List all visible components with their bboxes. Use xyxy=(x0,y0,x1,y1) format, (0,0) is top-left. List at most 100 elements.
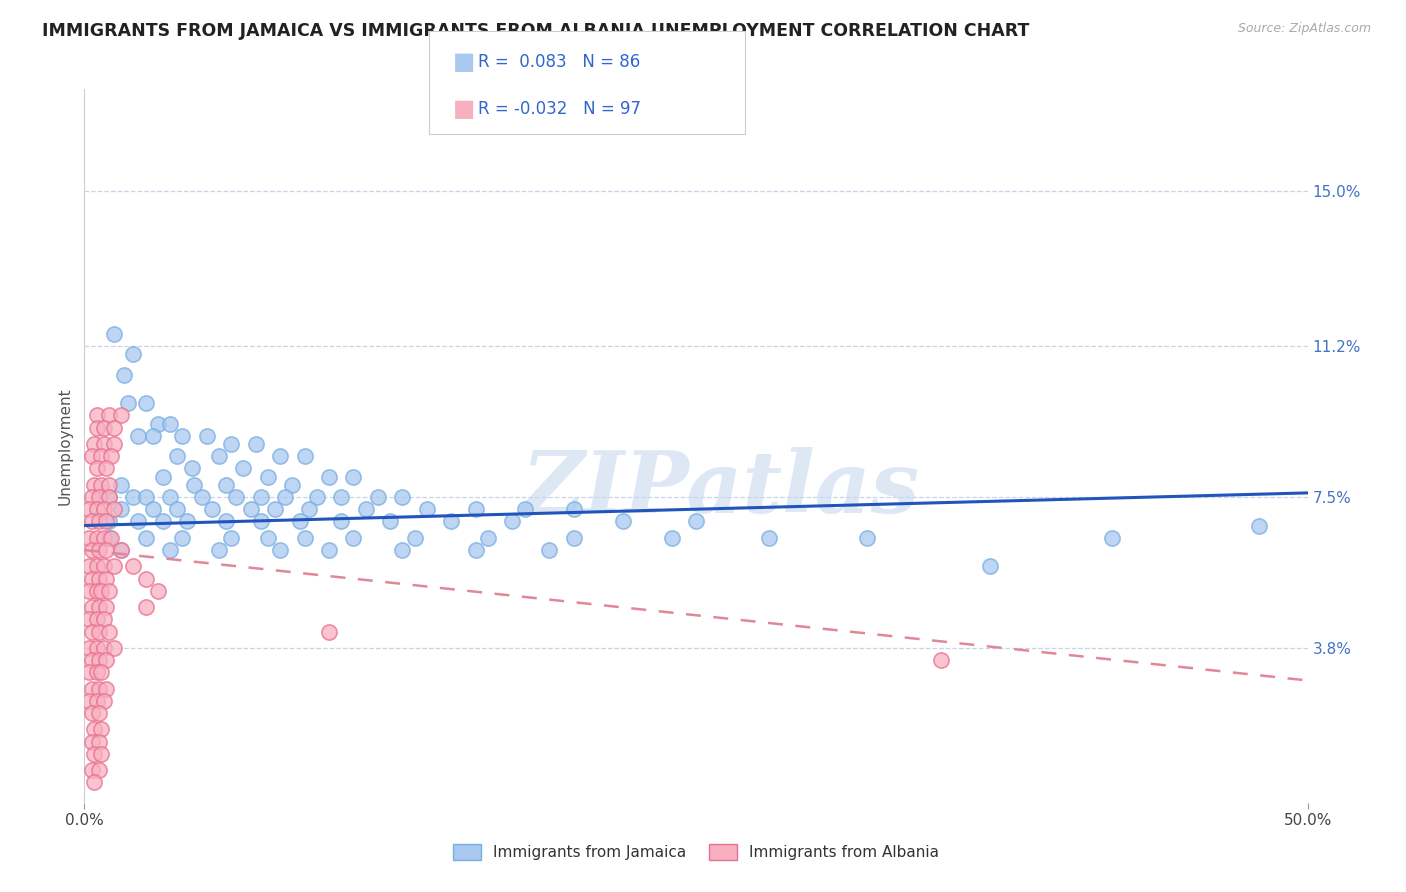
Point xyxy=(404,531,426,545)
Point xyxy=(103,559,125,574)
Point xyxy=(97,409,120,423)
Point xyxy=(87,600,110,615)
Point xyxy=(110,502,132,516)
Point xyxy=(305,490,328,504)
Point xyxy=(80,449,103,463)
Point xyxy=(96,543,118,558)
Point xyxy=(294,449,316,463)
Point xyxy=(90,723,112,737)
Point xyxy=(464,502,486,516)
Point xyxy=(93,502,115,516)
Point xyxy=(269,449,291,463)
Point xyxy=(172,429,194,443)
Point xyxy=(87,681,110,696)
Text: ■: ■ xyxy=(453,50,475,74)
Text: R =  0.083   N = 86: R = 0.083 N = 86 xyxy=(478,53,640,70)
Point xyxy=(77,640,100,655)
Point xyxy=(274,490,297,504)
Point xyxy=(86,409,108,423)
Point xyxy=(758,531,780,545)
Point xyxy=(979,559,1001,574)
Point xyxy=(249,490,271,504)
Point xyxy=(97,490,120,504)
Point xyxy=(93,612,115,626)
Point xyxy=(661,531,683,545)
Point xyxy=(77,583,100,598)
Point xyxy=(83,775,105,789)
Point xyxy=(135,600,157,615)
Point xyxy=(90,747,112,761)
Point xyxy=(97,531,120,545)
Point xyxy=(96,600,118,615)
Point xyxy=(135,396,157,410)
Point xyxy=(110,543,132,558)
Point xyxy=(215,515,238,529)
Point xyxy=(103,502,125,516)
Point xyxy=(80,706,103,720)
Point xyxy=(208,543,231,558)
Point xyxy=(80,515,103,529)
Point xyxy=(685,515,707,529)
Point xyxy=(391,543,413,558)
Point xyxy=(142,502,165,516)
Point xyxy=(87,734,110,748)
Point xyxy=(159,543,181,558)
Point xyxy=(146,417,169,431)
Point xyxy=(318,469,340,483)
Point xyxy=(87,624,110,639)
Point xyxy=(77,612,100,626)
Point xyxy=(215,477,238,491)
Point xyxy=(195,429,218,443)
Point xyxy=(86,583,108,598)
Point xyxy=(122,559,145,574)
Point xyxy=(146,583,169,598)
Point xyxy=(1101,531,1123,545)
Point xyxy=(477,531,499,545)
Point xyxy=(269,543,291,558)
Point xyxy=(245,437,267,451)
Point xyxy=(1247,518,1270,533)
Point xyxy=(318,543,340,558)
Point xyxy=(80,572,103,586)
Point xyxy=(80,653,103,667)
Point xyxy=(83,723,105,737)
Point xyxy=(225,490,247,504)
Point xyxy=(83,437,105,451)
Point xyxy=(318,624,340,639)
Point xyxy=(183,477,205,491)
Point xyxy=(100,449,122,463)
Point xyxy=(612,515,634,529)
Point xyxy=(288,515,311,529)
Point xyxy=(152,515,174,529)
Point xyxy=(166,449,188,463)
Point xyxy=(77,665,100,680)
Point xyxy=(77,531,100,545)
Point xyxy=(172,531,194,545)
Point xyxy=(330,490,353,504)
Point xyxy=(354,502,377,516)
Point xyxy=(86,694,108,708)
Point xyxy=(93,694,115,708)
Point xyxy=(538,543,561,558)
Point xyxy=(97,583,120,598)
Point xyxy=(856,531,879,545)
Point xyxy=(80,624,103,639)
Text: IMMIGRANTS FROM JAMAICA VS IMMIGRANTS FROM ALBANIA UNEMPLOYMENT CORRELATION CHAR: IMMIGRANTS FROM JAMAICA VS IMMIGRANTS FR… xyxy=(42,22,1029,40)
Point xyxy=(103,420,125,434)
Point xyxy=(96,461,118,475)
Point xyxy=(96,572,118,586)
Point xyxy=(367,490,389,504)
Point xyxy=(96,653,118,667)
Point xyxy=(90,665,112,680)
Point xyxy=(416,502,439,516)
Point xyxy=(110,477,132,491)
Text: ZIPatlas: ZIPatlas xyxy=(522,447,920,531)
Point xyxy=(103,437,125,451)
Point xyxy=(208,449,231,463)
Point xyxy=(86,531,108,545)
Point xyxy=(87,763,110,777)
Point xyxy=(142,429,165,443)
Point xyxy=(93,531,115,545)
Point xyxy=(86,612,108,626)
Point xyxy=(562,531,585,545)
